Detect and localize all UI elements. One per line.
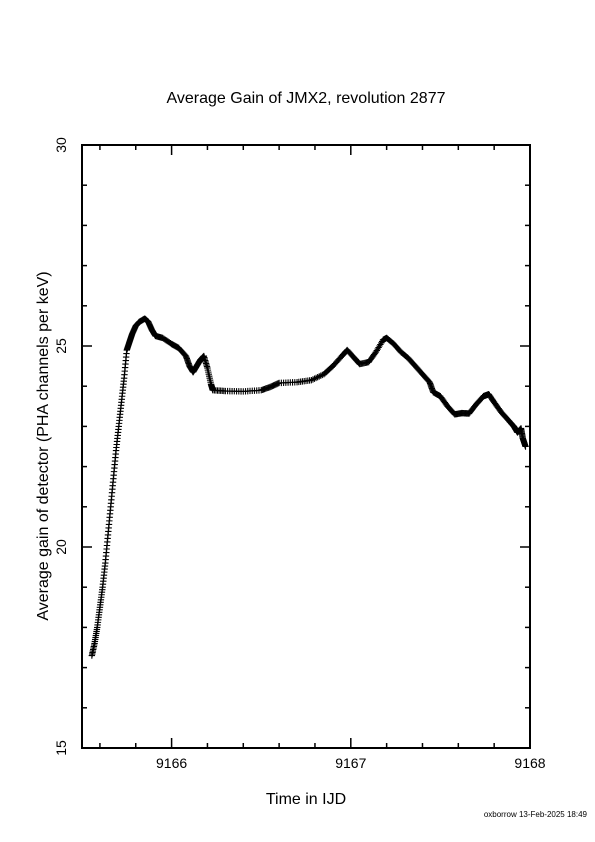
data-point: [317, 372, 324, 379]
data-point: [311, 375, 318, 382]
x-axis-label: Time in IJD: [266, 791, 346, 808]
axis-tick-labels: 9166 9167 9168 15 20 25 30: [53, 137, 546, 771]
data-point: [308, 376, 315, 384]
data-point: [312, 374, 320, 382]
y-axis-label: Average gain of detector (PHA channels p…: [35, 271, 52, 620]
x-tick-label: 9167: [335, 755, 366, 771]
x-tick-label: 9168: [514, 755, 545, 771]
y-tick-label: 15: [53, 740, 69, 756]
data-point: [309, 376, 317, 383]
axis-ticks: [82, 144, 531, 749]
x-tick-label: 9166: [156, 755, 187, 771]
footer-stamp: oxborrow 13-Feb-2025 18:49: [484, 810, 588, 819]
y-tick-label: 30: [53, 137, 69, 153]
chart-title: Average Gain of JMX2, revolution 2877: [167, 90, 446, 107]
plot-frame: [81, 144, 531, 749]
data-point: [314, 373, 321, 381]
y-tick-label: 25: [53, 338, 69, 354]
data-point: [522, 443, 529, 450]
data-point: [316, 373, 323, 380]
y-tick-label: 20: [53, 539, 69, 555]
plot-frame-group: [81, 144, 531, 749]
data-points: [88, 315, 529, 659]
